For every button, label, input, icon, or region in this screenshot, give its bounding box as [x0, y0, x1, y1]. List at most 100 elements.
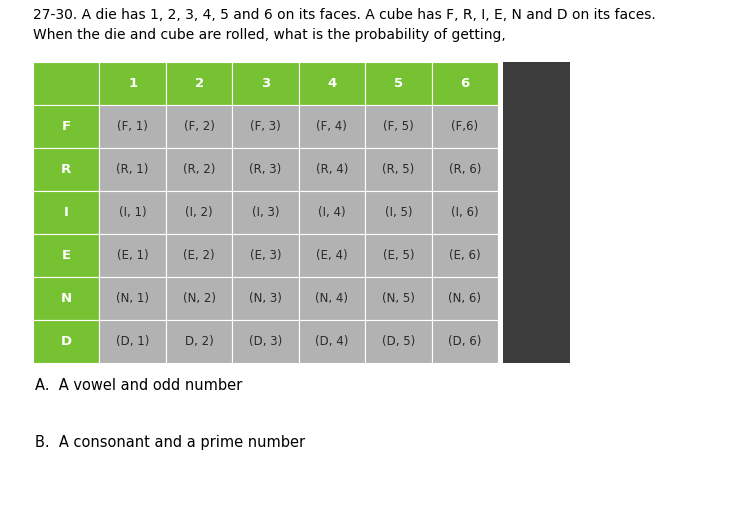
Text: (F, 2): (F, 2): [183, 120, 215, 133]
Text: (R, 5): (R, 5): [382, 163, 414, 176]
Bar: [299, 62, 365, 105]
Bar: [431, 148, 498, 191]
Bar: [299, 105, 365, 148]
Bar: [431, 320, 498, 363]
Bar: [232, 191, 299, 234]
Text: (I, 2): (I, 2): [186, 206, 213, 219]
Text: 27-30. A die has 1, 2, 3, 4, 5 and 6 on its faces. A cube has F, R, I, E, N and : 27-30. A die has 1, 2, 3, 4, 5 and 6 on …: [33, 8, 656, 42]
Bar: [232, 234, 299, 277]
Text: (R, 1): (R, 1): [116, 163, 149, 176]
Text: 6: 6: [460, 77, 469, 90]
Text: 1: 1: [128, 77, 137, 90]
Text: (F, 5): (F, 5): [383, 120, 413, 133]
Text: (E, 4): (E, 4): [316, 249, 348, 262]
Bar: [431, 105, 498, 148]
Bar: [299, 234, 365, 277]
Bar: [166, 234, 232, 277]
Text: (E, 6): (E, 6): [449, 249, 481, 262]
Text: (D, 6): (D, 6): [448, 335, 481, 348]
Text: (I, 5): (I, 5): [384, 206, 412, 219]
Text: (F,6): (F,6): [451, 120, 478, 133]
Bar: [33, 234, 99, 277]
Text: F: F: [62, 120, 71, 133]
Text: (N, 4): (N, 4): [315, 292, 349, 305]
Bar: [166, 148, 232, 191]
Text: (N, 2): (N, 2): [183, 292, 215, 305]
Bar: [33, 148, 99, 191]
Bar: [365, 62, 431, 105]
Bar: [299, 277, 365, 320]
Bar: [99, 234, 166, 277]
Text: (I, 4): (I, 4): [318, 206, 346, 219]
Text: 5: 5: [394, 77, 403, 90]
Text: (N, 1): (N, 1): [116, 292, 149, 305]
Bar: [99, 148, 166, 191]
Text: (F, 1): (F, 1): [117, 120, 148, 133]
Text: D, 2): D, 2): [185, 335, 214, 348]
Text: D: D: [60, 335, 72, 348]
Bar: [232, 320, 299, 363]
Bar: [166, 320, 232, 363]
Bar: [431, 277, 498, 320]
Text: R: R: [61, 163, 72, 176]
Text: A.  A vowel and odd number: A. A vowel and odd number: [35, 378, 242, 393]
Bar: [33, 320, 99, 363]
Bar: [166, 191, 232, 234]
Bar: [232, 277, 299, 320]
Bar: [33, 105, 99, 148]
Text: (R, 3): (R, 3): [250, 163, 282, 176]
Bar: [33, 62, 99, 105]
Text: (D, 4): (D, 4): [315, 335, 349, 348]
Bar: [232, 62, 299, 105]
Bar: [365, 320, 431, 363]
Bar: [166, 277, 232, 320]
Bar: [33, 191, 99, 234]
Text: (D, 1): (D, 1): [116, 335, 149, 348]
Bar: [99, 105, 166, 148]
Bar: [431, 234, 498, 277]
Bar: [365, 191, 431, 234]
Bar: [431, 191, 498, 234]
Text: (F, 3): (F, 3): [250, 120, 281, 133]
Text: (D, 3): (D, 3): [249, 335, 282, 348]
Bar: [503, 62, 570, 363]
Text: 2: 2: [194, 77, 203, 90]
Text: I: I: [64, 206, 69, 219]
Bar: [166, 105, 232, 148]
Text: (R, 4): (R, 4): [316, 163, 348, 176]
Text: 4: 4: [327, 77, 337, 90]
Bar: [365, 234, 431, 277]
Bar: [299, 320, 365, 363]
Bar: [166, 62, 232, 105]
Bar: [99, 320, 166, 363]
Bar: [365, 105, 431, 148]
Bar: [99, 191, 166, 234]
Text: (N, 6): (N, 6): [448, 292, 481, 305]
Text: (F, 4): (F, 4): [317, 120, 347, 133]
Bar: [365, 148, 431, 191]
Text: (I, 1): (I, 1): [119, 206, 147, 219]
Text: (N, 3): (N, 3): [249, 292, 282, 305]
Text: (R, 2): (R, 2): [183, 163, 215, 176]
Text: (R, 6): (R, 6): [448, 163, 481, 176]
Bar: [299, 148, 365, 191]
Text: (E, 5): (E, 5): [383, 249, 414, 262]
Bar: [99, 62, 166, 105]
Text: (I, 3): (I, 3): [252, 206, 279, 219]
Bar: [99, 277, 166, 320]
Bar: [431, 62, 498, 105]
Text: (N, 5): (N, 5): [382, 292, 415, 305]
Text: 3: 3: [261, 77, 270, 90]
Bar: [232, 105, 299, 148]
Text: (E, 1): (E, 1): [117, 249, 148, 262]
Text: N: N: [60, 292, 72, 305]
Text: (D, 5): (D, 5): [381, 335, 415, 348]
Text: (E, 2): (E, 2): [183, 249, 215, 262]
Text: B.  A consonant and a prime number: B. A consonant and a prime number: [35, 435, 305, 450]
Bar: [299, 191, 365, 234]
Text: E: E: [62, 249, 71, 262]
Text: (I, 6): (I, 6): [451, 206, 478, 219]
Bar: [33, 277, 99, 320]
Bar: [365, 277, 431, 320]
Text: (E, 3): (E, 3): [250, 249, 282, 262]
